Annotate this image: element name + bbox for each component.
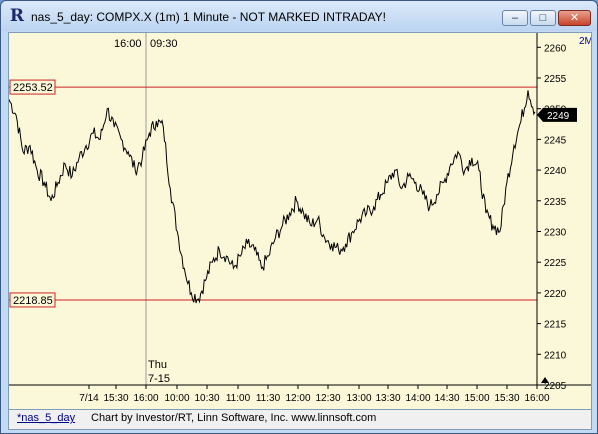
close-button[interactable]: ✕ xyxy=(558,10,591,26)
status-credit: Chart by Investor/RT, Linn Software, Inc… xyxy=(91,412,377,424)
x-tick-label: 15:00 xyxy=(464,393,489,404)
maximize-button[interactable]: □ xyxy=(530,10,556,26)
title-bar[interactable]: R nas_5_day: COMPX.X (1m) 1 Minute - NOT… xyxy=(1,1,597,31)
level-label-box xyxy=(9,79,56,95)
y-tick-label: 2240 xyxy=(544,166,567,177)
level-label-box xyxy=(9,292,56,308)
x-tick-label: 15:30 xyxy=(103,393,128,404)
chart-background xyxy=(9,33,591,409)
x-tick-label: 15:30 xyxy=(494,393,519,404)
x-tick-label: 16:00 xyxy=(133,393,158,404)
maximize-icon: □ xyxy=(539,12,547,24)
y-tick-label: 2210 xyxy=(544,350,567,361)
x-tick-label: 10:30 xyxy=(194,393,219,404)
chart-panel[interactable]: 2253.52 2218.85 7/14 15:30 16:00 10:00 10:30 1… xyxy=(8,32,593,410)
y-tick-label: 2225 xyxy=(544,258,567,269)
app-logo-icon[interactable]: R xyxy=(9,6,25,26)
y-tick-label: 2215 xyxy=(544,320,567,331)
minimize-icon: – xyxy=(511,12,519,24)
price-chart[interactable]: 2253.52 2218.85 7/14 15:30 16:00 10:00 10:30 1… xyxy=(8,33,593,409)
y-tick-label: 2255 xyxy=(544,74,567,85)
session-marker-date: 7-15 xyxy=(148,373,170,385)
y-tick-label: 2230 xyxy=(544,227,567,238)
x-tick-label: 14:30 xyxy=(434,393,459,404)
level-label[interactable]: 2218.85 xyxy=(13,295,53,307)
window-title: nas_5_day: COMPX.X (1m) 1 Minute - NOT M… xyxy=(31,10,386,24)
session-marker-day: Thu xyxy=(148,359,167,371)
y-tick-label: 2245 xyxy=(544,135,567,146)
current-price-marker xyxy=(537,107,577,122)
x-tick-label: 12:00 xyxy=(285,393,310,404)
x-tick-label: 12:30 xyxy=(315,393,340,404)
corner-label[interactable]: 2M xyxy=(579,36,593,47)
x-tick-label: 11:00 xyxy=(226,393,251,404)
status-bar: *nas_5_day Chart by Investor/RT, Linn So… xyxy=(8,410,592,430)
x-tick-label: 7/14 xyxy=(79,393,99,404)
y-tick-label: 2260 xyxy=(544,43,567,54)
scroll-up-arrow-icon[interactable] xyxy=(541,377,549,383)
chart-tab[interactable]: *nas_5_day xyxy=(17,412,76,424)
x-tick-label: 16:00 xyxy=(524,393,549,404)
x-tick-label: 10:00 xyxy=(164,393,189,404)
x-tick-label: 11:30 xyxy=(256,393,281,404)
x-tick-label: 13:00 xyxy=(346,393,371,404)
x-tick-label: 14:00 xyxy=(405,393,430,404)
top-time-label-left: 16:00 xyxy=(114,38,142,50)
top-time-label-session: 09:30 xyxy=(150,38,178,50)
y-tick-label: 2205 xyxy=(544,381,567,392)
x-tick-label: 13:30 xyxy=(375,393,400,404)
price-series-line xyxy=(8,90,536,304)
minimize-button[interactable]: – xyxy=(502,10,528,26)
y-tick-label: 2220 xyxy=(544,289,567,300)
current-price-label: 2249 xyxy=(547,111,570,122)
close-icon: ✕ xyxy=(569,12,580,24)
y-tick-label: 2235 xyxy=(544,197,567,208)
level-label[interactable]: 2253.52 xyxy=(13,82,53,94)
